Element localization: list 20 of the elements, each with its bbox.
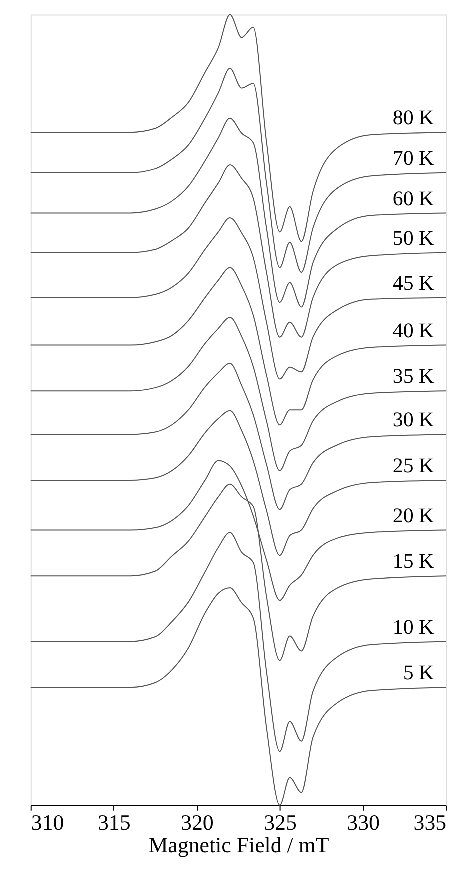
x-tick-label: 325 (264, 810, 297, 835)
series-label: 15 K (392, 549, 434, 574)
series-label: 30 K (392, 408, 434, 432)
x-axis-title: Magnetic Field / mT (148, 832, 330, 858)
series-label: 5 K (403, 660, 434, 685)
series-label: 25 K (392, 453, 434, 478)
x-tick-label: 315 (98, 810, 131, 835)
series-label: 10 K (392, 614, 434, 639)
series-label: 45 K (392, 270, 434, 295)
x-tick-label: 330 (347, 810, 380, 835)
series-label: 35 K (392, 364, 434, 388)
series-label: 20 K (392, 503, 434, 528)
series-label: 50 K (392, 226, 434, 250)
x-tick-label: 320 (181, 810, 214, 835)
x-tick-label: 310 (31, 810, 64, 835)
series-label: 60 K (392, 186, 434, 210)
series-label: 80 K (392, 106, 434, 130)
series-label: 70 K (392, 146, 434, 170)
x-tick-label: 335 (414, 810, 447, 835)
series-label: 40 K (392, 318, 434, 342)
